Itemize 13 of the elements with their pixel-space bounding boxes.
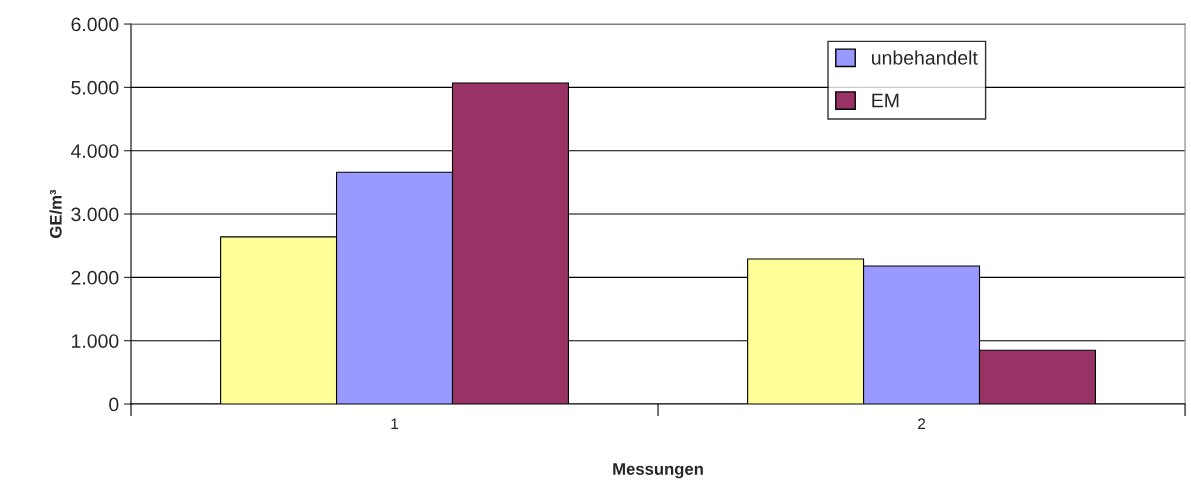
legend-label: unbehandelt xyxy=(872,50,978,65)
y-tick-label: 5.000 xyxy=(71,80,119,95)
legend-label: EM xyxy=(872,93,899,108)
y-tick-label: 1.000 xyxy=(72,334,119,348)
y-tick-label: 4.000 xyxy=(71,144,119,158)
y-tick-label: 0 xyxy=(109,397,119,412)
y-tick-label: 2.000 xyxy=(71,270,119,285)
y-tick-label: 6.000 xyxy=(71,17,119,32)
x-axis-title: Messungen xyxy=(613,463,703,479)
x-tick-label: 1 xyxy=(391,418,399,429)
y-axis-title: GE/m³ xyxy=(49,189,62,238)
x-tick-label: 2 xyxy=(918,418,926,429)
y-tick-label: 3.000 xyxy=(71,207,119,222)
